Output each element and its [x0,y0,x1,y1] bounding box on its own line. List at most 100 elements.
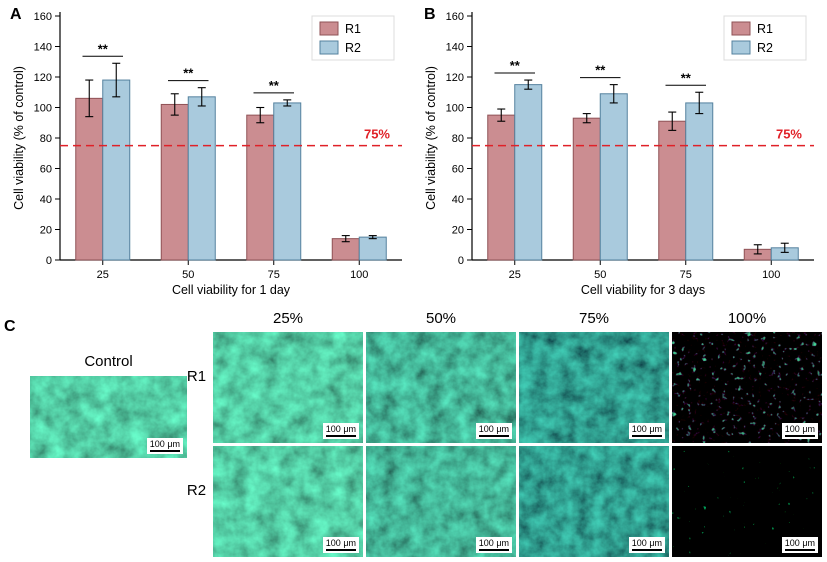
svg-text:25: 25 [509,269,521,281]
micrograph-r2-75: 100 μm [519,446,669,557]
svg-text:R2: R2 [757,41,773,55]
control-label: Control [84,353,133,370]
scale-bar-line [631,435,662,437]
scale-bar: 100 μm [781,537,818,553]
micrograph-r2-25: 100 μm [213,446,363,557]
micrograph-control: 100 μm [30,376,187,458]
scale-bar-line [784,435,815,437]
svg-text:120: 120 [34,72,52,84]
svg-text:140: 140 [34,42,52,54]
svg-text:160: 160 [34,11,52,23]
micrograph-r2-50: 100 μm [366,446,516,557]
scale-bar-label: 100 μm [149,439,180,449]
micrograph-r1-100: 100 μm [672,332,822,443]
svg-text:0: 0 [46,255,52,267]
chart-panel-a: 0 20 40 60 80 100 120 140 160 Cell viability (% o… [8,2,410,302]
panel-b-label: B [424,6,436,23]
svg-text:**: ** [269,78,280,93]
column-label-75: 75% [578,310,610,327]
scale-bar-line [784,549,815,551]
chart-panel-b: 0 20 40 60 80 100 120 140 160 Cell viability (% o… [420,2,822,302]
svg-text:**: ** [98,41,109,56]
bars [75,62,387,261]
bars [487,79,799,261]
svg-text:100: 100 [762,269,780,281]
micrograph-r2-100: 100 μm [672,446,822,557]
svg-text:0: 0 [458,255,464,267]
svg-text:**: ** [510,58,521,73]
micrograph-image [672,446,822,557]
column-label-50: 50% [425,310,457,327]
scale-bar: 100 μm [628,537,665,553]
svg-text:100: 100 [446,103,464,115]
scale-bar-line [631,549,662,551]
axes: 0 20 40 60 80 100 120 140 160 Cell viability (% o… [12,11,402,297]
svg-text:120: 120 [446,72,464,84]
scale-bar-line [325,435,356,437]
scale-bar: 100 μm [322,537,359,553]
axes: 0 20 40 60 80 100 120 140 160 Cell viability (% o… [424,11,814,297]
svg-text:R1: R1 [345,22,361,36]
row-label-r1: R1 [186,368,207,385]
scale-bar: 100 μm [146,438,183,454]
svg-text:50: 50 [182,269,194,281]
svg-text:140: 140 [446,42,464,54]
svg-text:20: 20 [452,225,464,237]
scale-bar-line [325,549,356,551]
scale-bar: 100 μm [475,537,512,553]
svg-text:**: ** [681,70,692,85]
row-label-r2: R2 [186,482,207,499]
svg-text:60: 60 [40,164,52,176]
svg-text:75: 75 [680,269,692,281]
micrograph-r1-75: 100 μm [519,332,669,443]
svg-text:25: 25 [97,269,109,281]
scale-bar-label: 100 μm [784,424,815,434]
svg-text:R1: R1 [757,22,773,36]
svg-text:160: 160 [446,11,464,23]
svg-text:Cell viability for 3 days: Cell viability for 3 days [581,283,705,297]
micrograph-r1-50: 100 μm [366,332,516,443]
svg-text:40: 40 [40,194,52,206]
svg-text:R2: R2 [345,41,361,55]
svg-text:50: 50 [594,269,606,281]
scale-bar-label: 100 μm [478,538,509,548]
scale-bar-label: 100 μm [325,538,356,548]
scale-bar-label: 100 μm [631,424,662,434]
svg-text:75%: 75% [776,127,802,142]
svg-text:60: 60 [452,164,464,176]
micrograph-r1-25: 100 μm [213,332,363,443]
significance-markers: ** ** ** [82,41,294,94]
svg-text:**: ** [183,66,194,81]
svg-text:**: ** [595,63,606,78]
svg-text:75: 75 [268,269,280,281]
scale-bar: 100 μm [781,423,818,439]
significance-markers: ** ** ** [494,58,706,86]
scale-bar: 100 μm [628,423,665,439]
svg-text:Cell viability (% of control): Cell viability (% of control) [12,66,26,210]
scale-bar-line [478,549,509,551]
scale-bar-label: 100 μm [325,424,356,434]
scale-bar-line [478,435,509,437]
svg-text:75%: 75% [364,127,390,142]
svg-text:Cell viability for 1 day: Cell viability for 1 day [172,283,291,297]
scale-bar-label: 100 μm [631,538,662,548]
svg-text:100: 100 [34,103,52,115]
scale-bar-label: 100 μm [784,538,815,548]
svg-text:80: 80 [40,133,52,145]
scale-bar-label: 100 μm [478,424,509,434]
column-label-100: 100% [727,310,767,327]
svg-text:100: 100 [350,269,368,281]
panel-c-label: C [4,318,16,335]
micrograph-image [30,376,187,458]
scale-bar-line [149,450,180,452]
svg-text:20: 20 [40,225,52,237]
svg-text:80: 80 [452,133,464,145]
column-label-25: 25% [272,310,304,327]
panel-a-label: A [10,6,22,23]
svg-text:40: 40 [452,194,464,206]
threshold-line: 75% [60,127,402,147]
scale-bar: 100 μm [475,423,512,439]
